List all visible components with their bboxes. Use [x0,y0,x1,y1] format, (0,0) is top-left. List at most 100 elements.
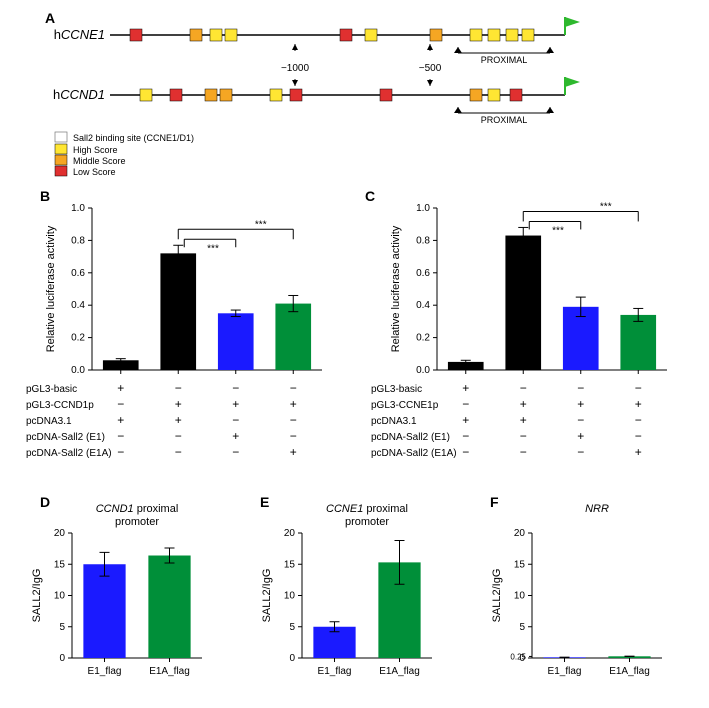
svg-text:0.2: 0.2 [71,333,85,344]
svg-text:***: *** [552,225,564,236]
svg-text:promoter: promoter [115,516,159,528]
svg-text:−: − [462,429,469,443]
svg-text:+: + [462,381,469,395]
svg-text:20: 20 [54,528,66,539]
svg-text:−: − [290,381,297,395]
svg-text:promoter: promoter [345,516,389,528]
svg-text:+: + [232,397,239,411]
svg-text:pcDNA-Sall2 (E1A): pcDNA-Sall2 (E1A) [26,448,112,459]
svg-text:1.0: 1.0 [71,203,85,214]
svg-text:+: + [290,445,297,459]
svg-text:−500: −500 [419,63,442,74]
panel-b: B 0.00.20.40.60.81.0Relative luciferase … [10,190,355,490]
svg-text:+: + [175,413,182,427]
panels-def-row: D 05101520SALL2/IgGCCND1 proximalpromote… [10,498,699,698]
svg-text:−: − [635,381,642,395]
svg-text:E1A_flag: E1A_flag [149,666,190,677]
svg-text:0: 0 [289,653,295,664]
svg-text:pcDNA3.1: pcDNA3.1 [371,416,417,427]
svg-text:1.0: 1.0 [416,203,430,214]
svg-text:+: + [290,397,297,411]
svg-text:−: − [232,445,239,459]
svg-text:10: 10 [514,591,526,602]
svg-text:High Score: High Score [73,145,118,155]
figure: A hCCNE1hCCND1PROXIMALPROXIMAL−1000−500S… [10,10,699,698]
svg-text:pcDNA-Sall2 (E1): pcDNA-Sall2 (E1) [26,432,105,443]
svg-text:+: + [232,429,239,443]
svg-text:Sall2 binding site (CCNE1/D1): Sall2 binding site (CCNE1/D1) [73,133,194,143]
svg-text:***: *** [255,219,267,230]
panel-c-label: C [365,188,375,204]
svg-text:−: − [290,413,297,427]
svg-text:5: 5 [59,622,65,633]
svg-text:5: 5 [289,622,295,633]
svg-text:pGL3-CCNE1p: pGL3-CCNE1p [371,400,439,411]
svg-text:Relative luciferase activity: Relative luciferase activity [45,225,57,352]
svg-text:0.0: 0.0 [416,365,430,376]
svg-text:15: 15 [54,559,66,570]
svg-text:0.0: 0.0 [71,365,85,376]
svg-text:−: − [117,397,124,411]
svg-text:0: 0 [59,653,65,664]
panel-e: E 05101520SALL2/IgGCCNE1 proximalpromote… [240,498,470,698]
svg-text:pGL3-CCND1p: pGL3-CCND1p [26,400,94,411]
svg-text:E1_flag: E1_flag [318,666,352,677]
panel-e-label: E [260,494,269,510]
svg-text:pGL3-basic: pGL3-basic [371,384,422,395]
svg-text:Middle Score: Middle Score [73,156,126,166]
panel-f-label: F [490,494,499,510]
svg-text:SALL2/IgG: SALL2/IgG [261,569,273,623]
svg-text:+: + [577,397,584,411]
panel-d: D 05101520SALL2/IgGCCND1 proximalpromote… [10,498,240,698]
svg-text:−: − [290,429,297,443]
svg-text:−: − [520,429,527,443]
svg-text:0.4: 0.4 [416,300,430,311]
svg-text:hCCNE1: hCCNE1 [54,27,105,42]
svg-text:+: + [520,413,527,427]
svg-text:CCNE1 proximal: CCNE1 proximal [326,503,408,515]
svg-text:−: − [462,445,469,459]
svg-text:0.8: 0.8 [71,235,85,246]
svg-text:15: 15 [514,559,526,570]
svg-text:−: − [232,381,239,395]
svg-text:−: − [635,429,642,443]
svg-text:pcDNA-Sall2 (E1): pcDNA-Sall2 (E1) [371,432,450,443]
svg-text:CCND1 proximal: CCND1 proximal [96,503,179,515]
svg-text:SALL2/IgG: SALL2/IgG [31,569,43,623]
svg-text:−: − [175,381,182,395]
panels-bc-row: B 0.00.20.40.60.81.0Relative luciferase … [10,190,699,490]
svg-text:−: − [175,445,182,459]
svg-text:10: 10 [54,591,66,602]
svg-text:10: 10 [284,591,296,602]
svg-text:+: + [520,397,527,411]
svg-text:0.25: 0.25 [510,652,526,661]
svg-text:Low Score: Low Score [73,167,116,177]
svg-text:E1A_flag: E1A_flag [609,666,650,677]
svg-text:−: − [577,413,584,427]
svg-text:+: + [577,429,584,443]
panel-c: C 0.00.20.40.60.81.0Relative luciferase … [355,190,700,490]
svg-text:+: + [117,413,124,427]
svg-text:−: − [577,381,584,395]
svg-text:20: 20 [514,528,526,539]
svg-text:−: − [635,413,642,427]
svg-text:SALL2/IgG: SALL2/IgG [491,569,503,623]
svg-text:0.8: 0.8 [416,235,430,246]
panel-d-label: D [40,494,50,510]
svg-text:5: 5 [519,622,525,633]
svg-text:Relative luciferase activity: Relative luciferase activity [390,225,402,352]
svg-text:pcDNA-Sall2 (E1A): pcDNA-Sall2 (E1A) [371,448,457,459]
svg-text:−: − [175,429,182,443]
svg-text:NRR: NRR [585,503,609,515]
panel-b-label: B [40,188,50,204]
svg-text:hCCND1: hCCND1 [53,87,105,102]
svg-text:E1_flag: E1_flag [548,666,582,677]
svg-text:+: + [635,445,642,459]
svg-text:+: + [175,397,182,411]
svg-text:E1_flag: E1_flag [88,666,122,677]
svg-text:PROXIMAL: PROXIMAL [481,55,528,65]
svg-text:15: 15 [284,559,296,570]
svg-text:E1A_flag: E1A_flag [379,666,420,677]
svg-text:0.4: 0.4 [71,300,85,311]
svg-text:−: − [520,381,527,395]
